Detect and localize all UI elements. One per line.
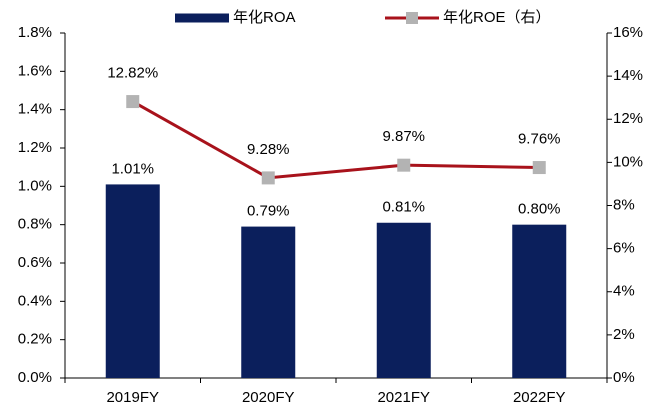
- y2-tick-label: 8%: [613, 196, 635, 213]
- y-tick-label: 1.2%: [18, 139, 52, 156]
- y2-tick-label: 2%: [613, 326, 635, 343]
- y-tick-label: 1.4%: [18, 101, 52, 118]
- y-tick-label: 0.6%: [18, 254, 52, 271]
- bar: [105, 184, 160, 378]
- x-tick-label: 2019FY: [106, 389, 159, 406]
- y2-tick-label: 4%: [613, 283, 635, 300]
- data-label: 0.79%: [247, 203, 290, 220]
- y-tick-label: 1.0%: [18, 177, 52, 194]
- legend-marker: [406, 12, 418, 24]
- marker: [397, 158, 411, 172]
- y-tick-label: 0.4%: [18, 292, 52, 309]
- legend-label: 年化ROE（右）: [443, 9, 551, 26]
- marker: [532, 161, 546, 175]
- x-tick-label: 2020FY: [242, 389, 295, 406]
- bar: [512, 224, 567, 378]
- bar: [241, 226, 296, 378]
- data-label: 9.87%: [382, 128, 425, 145]
- y-tick-label: 1.6%: [18, 62, 52, 79]
- marker: [261, 171, 275, 185]
- y-tick-label: 0.8%: [18, 216, 52, 233]
- y2-tick-label: 14%: [613, 67, 643, 84]
- x-tick-label: 2021FY: [377, 389, 430, 406]
- data-label: 0.81%: [382, 199, 425, 216]
- y-tick-label: 1.8%: [18, 24, 52, 41]
- y-tick-label: 0.0%: [18, 369, 52, 386]
- y2-tick-label: 0%: [613, 369, 635, 386]
- bar: [376, 222, 431, 378]
- legend-swatch: [175, 13, 229, 23]
- data-label: 9.76%: [518, 131, 561, 148]
- y2-tick-label: 10%: [613, 153, 643, 170]
- data-label: 12.82%: [107, 65, 158, 82]
- data-label: 1.01%: [111, 160, 154, 177]
- y2-tick-label: 12%: [613, 110, 643, 127]
- legend-label: 年化ROA: [233, 9, 296, 26]
- y2-tick-label: 6%: [613, 240, 635, 257]
- x-tick-label: 2022FY: [513, 389, 566, 406]
- data-label: 0.80%: [518, 201, 561, 218]
- data-label: 9.28%: [247, 141, 290, 158]
- y2-tick-label: 16%: [613, 24, 643, 41]
- y-tick-label: 0.2%: [18, 331, 52, 348]
- line: [132, 100, 540, 180]
- marker: [126, 95, 140, 109]
